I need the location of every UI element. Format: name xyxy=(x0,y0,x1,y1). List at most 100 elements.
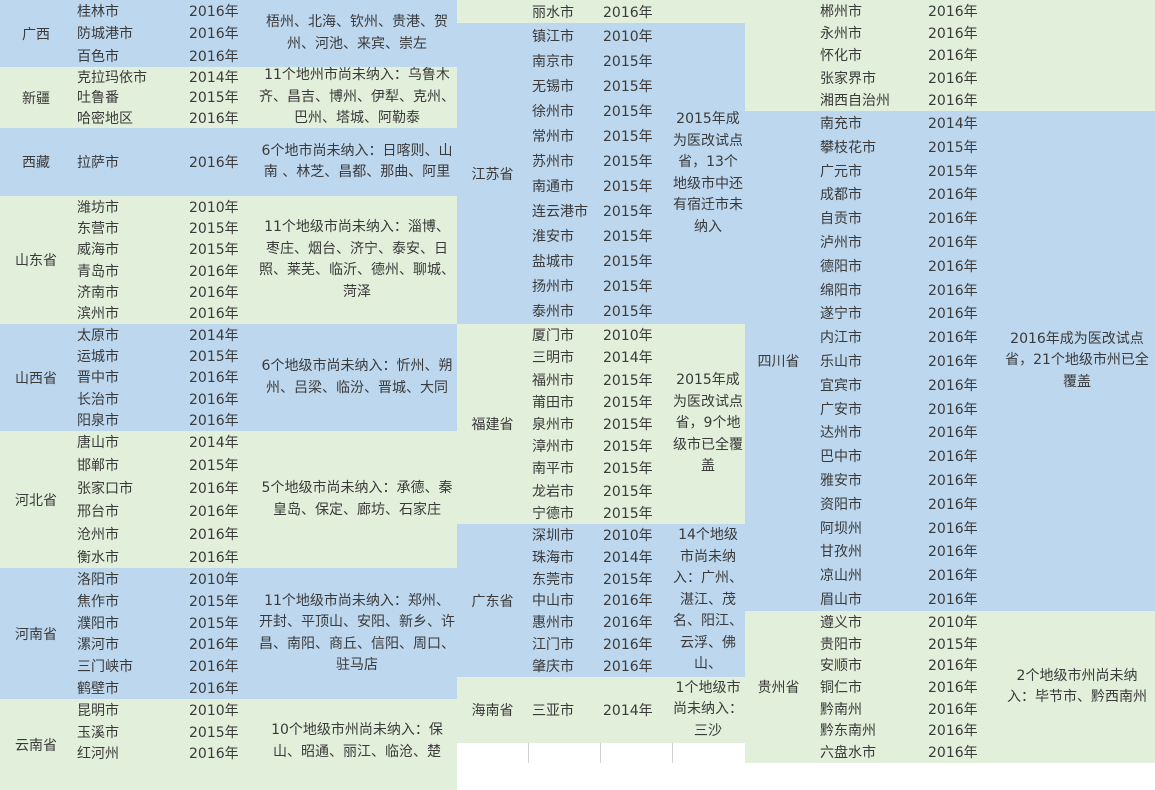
city-name: 镇江市 xyxy=(532,28,574,45)
pilot-year: 2014年 xyxy=(603,549,653,566)
coverage-note: 14个地级市尚未纳入：广州、湛江、茂名、阳江、云浮、佛山、 xyxy=(673,524,743,677)
coverage-note-text: 1个地级市尚未纳入：三沙 xyxy=(673,679,743,739)
pilot-year: 2015年 xyxy=(603,394,653,411)
pilot-year: 2016年 xyxy=(189,306,239,323)
city-name: 漳州市 xyxy=(532,439,574,456)
city-name: 六盘水市 xyxy=(820,745,876,762)
city-name: 三门峡市 xyxy=(77,659,133,676)
city-name: 惠州市 xyxy=(532,615,574,632)
table-row: 宜宾市 2016年 xyxy=(745,373,1155,397)
pilot-year: 2016年 xyxy=(928,544,978,561)
province-section: 海南省 三亚市 2014年 1个地级市尚未纳入：三沙 xyxy=(457,677,745,743)
pilot-year: 2014年 xyxy=(603,703,653,719)
city-name: 宜宾市 xyxy=(820,377,862,394)
pilot-year: 2016年 xyxy=(189,110,239,127)
table-row: 苏州市 2015年 xyxy=(457,148,745,173)
city-name: 克拉玛依市 xyxy=(77,70,147,87)
coverage-note: 5个地级市尚未纳入：承德、秦皇岛、保定、廊坊、石家庄 xyxy=(258,431,456,568)
table-row: 青岛市 2016年 xyxy=(0,260,457,281)
pilot-year: 2016年 xyxy=(928,701,978,718)
table-row: 红河州 2016年 xyxy=(0,742,457,764)
table-row: 桂林市 2016年 xyxy=(0,0,457,22)
pilot-year: 2015年 xyxy=(603,53,653,70)
table-row: 邢台市 2016年 xyxy=(0,500,457,523)
empty-row xyxy=(457,743,745,763)
table-row: 凉山州 2016年 xyxy=(745,563,1155,587)
coverage-note: 11个地州市尚未纳入：乌鲁木齐、昌吉、博州、伊犁、克州、巴州、塔城、阿勒泰 xyxy=(258,67,456,128)
pilot-year: 2016年 xyxy=(928,401,978,418)
city-name: 肇庆市 xyxy=(532,659,574,676)
pilot-year: 2016年 xyxy=(928,745,978,762)
table-row: 克拉玛依市 2014年 xyxy=(0,67,457,87)
city-name: 扬州市 xyxy=(532,279,574,296)
table-row: 淮安市 2015年 xyxy=(457,224,745,249)
pilot-year: 2016年 xyxy=(928,496,978,513)
table-row: 百色市 2016年 xyxy=(0,45,457,67)
city-name: 安顺市 xyxy=(820,658,862,675)
pilot-year: 2010年 xyxy=(189,702,239,719)
coverage-note: 1个地级市尚未纳入：三沙 xyxy=(673,677,743,743)
pilot-year: 2015年 xyxy=(603,128,653,145)
table-row: 邯郸市 2015年 xyxy=(0,454,457,477)
pilot-year: 2016年 xyxy=(928,473,978,490)
table-row: 福州市 2015年 xyxy=(457,368,745,390)
coverage-note-text: 10个地级市州尚未纳入：保山、昭通、丽江、临沧、楚 xyxy=(271,722,443,760)
coverage-note: 2个地级市州尚未纳入：毕节市、黔西南州 xyxy=(1003,611,1151,763)
pilot-year: 2010年 xyxy=(189,199,239,216)
table-row: 达州市 2016年 xyxy=(745,421,1155,445)
city-name: 中山市 xyxy=(532,593,574,610)
pilot-year: 2016年 xyxy=(928,4,978,21)
table-row: 威海市 2015年 xyxy=(0,239,457,260)
city-name: 衡水市 xyxy=(77,549,119,566)
pilot-year: 2010年 xyxy=(189,571,239,588)
table-row: 铜仁市 2016年 xyxy=(745,676,1155,698)
table-row: 南平市 2015年 xyxy=(457,457,745,479)
province-section: 福建省 厦门市 2010年 三明市 2014年 福州市 2015年 莆田市 2015年 泉州市 20… xyxy=(457,324,745,524)
pilot-year: 2016年 xyxy=(189,549,239,566)
pilot-year: 2016年 xyxy=(603,637,653,654)
table-row: 攀枝花市 2015年 xyxy=(745,135,1155,159)
pilot-year: 2015年 xyxy=(603,279,653,296)
pilot-year: 2016年 xyxy=(603,4,653,21)
city-name: 雅安市 xyxy=(820,473,862,490)
city-name: 长治市 xyxy=(77,391,119,408)
coverage-note xyxy=(1003,0,1151,111)
table-row: 惠州市 2016年 xyxy=(457,611,745,633)
city-name: 鹤壁市 xyxy=(77,681,119,698)
pilot-year: 2015年 xyxy=(603,254,653,271)
pilot-year: 2015年 xyxy=(189,724,239,741)
table-row: 东营市 2015年 xyxy=(0,217,457,238)
city-name: 盐城市 xyxy=(532,254,574,271)
province-section: 丽水市 2016年 xyxy=(457,0,745,23)
city-name: 巴中市 xyxy=(820,449,862,466)
pilot-year: 2015年 xyxy=(603,483,653,500)
table-row: 肇庆市 2016年 xyxy=(457,655,745,677)
pilot-year: 2016年 xyxy=(928,26,978,43)
city-name: 徐州市 xyxy=(532,103,574,120)
table-row: 扬州市 2015年 xyxy=(457,274,745,299)
province-name: 广东省 xyxy=(471,593,514,610)
table-row: 德阳市 2016年 xyxy=(745,254,1155,278)
pilot-year: 2016年 xyxy=(928,234,978,251)
city-name: 绵阳市 xyxy=(820,282,862,299)
pilot-year: 2016年 xyxy=(928,211,978,228)
coverage-note: 2015年成为医改试点省，13个地级市中还有宿迁市未纳入 xyxy=(673,23,743,324)
city-name: 珠海市 xyxy=(532,549,574,566)
pilot-year: 2015年 xyxy=(603,78,653,95)
city-name: 唐山市 xyxy=(77,435,119,452)
table-row: 潍坊市 2010年 xyxy=(0,196,457,217)
table-row: 盐城市 2015年 xyxy=(457,249,745,274)
city-name: 南京市 xyxy=(532,53,574,70)
pilot-year: 2010年 xyxy=(603,527,653,544)
coverage-note-text: 11个地级市尚未纳入：郑州、开封、平顶山、安阳、新乡、许昌、南阳、商丘、信阳、周… xyxy=(259,592,455,674)
province-name: 福建省 xyxy=(471,417,514,433)
table-row: 沧州市 2016年 xyxy=(0,522,457,545)
table-row: 漯河市 2016年 xyxy=(0,634,457,656)
pilot-year: 2016年 xyxy=(928,568,978,585)
city-name: 常州市 xyxy=(532,128,574,145)
pilot-year: 2016年 xyxy=(189,746,239,763)
province-section: 广西 桂林市 2016年 防城港市 2016年 百色市 2016年 梧州、北海、钦州、贵港、贺… xyxy=(0,0,457,67)
table-row: 广安市 2016年 xyxy=(745,397,1155,421)
city-name: 拉萨市 xyxy=(77,155,119,171)
table-row: 黔东南州 2016年 xyxy=(745,720,1155,742)
